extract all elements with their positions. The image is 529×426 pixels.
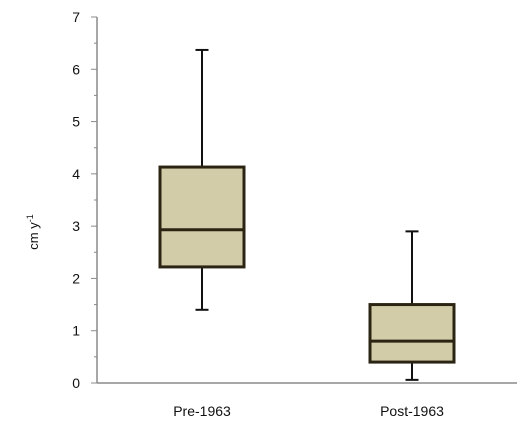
y-axis-title: cm y-1 — [25, 214, 41, 249]
y-tick-label: 5 — [72, 114, 80, 130]
y-tick-label: 3 — [72, 218, 80, 234]
y-tick-label: 2 — [72, 270, 80, 286]
y-tick-label: 0 — [72, 375, 80, 391]
y-ticks — [91, 16, 97, 384]
y-tick-label: 4 — [72, 166, 80, 182]
y-tick-labels: 0 1 2 3 4 5 6 7 — [72, 9, 80, 391]
category-label: Pre-1963 — [173, 403, 231, 419]
iqr-box — [158, 165, 246, 269]
boxes — [158, 48, 456, 381]
y-tick-label: 7 — [72, 9, 80, 25]
box-1 — [158, 48, 246, 311]
iqr-box — [368, 303, 456, 364]
category-label: Post-1963 — [380, 403, 444, 419]
y-tick-label: 6 — [72, 61, 80, 77]
box-2 — [368, 230, 456, 381]
y-tick-label: 1 — [72, 323, 80, 339]
category-labels: Pre-1963 Post-1963 — [173, 403, 444, 419]
y-axis-title-superscript: -1 — [25, 214, 35, 222]
y-axis-title-text: cm y — [26, 222, 41, 250]
